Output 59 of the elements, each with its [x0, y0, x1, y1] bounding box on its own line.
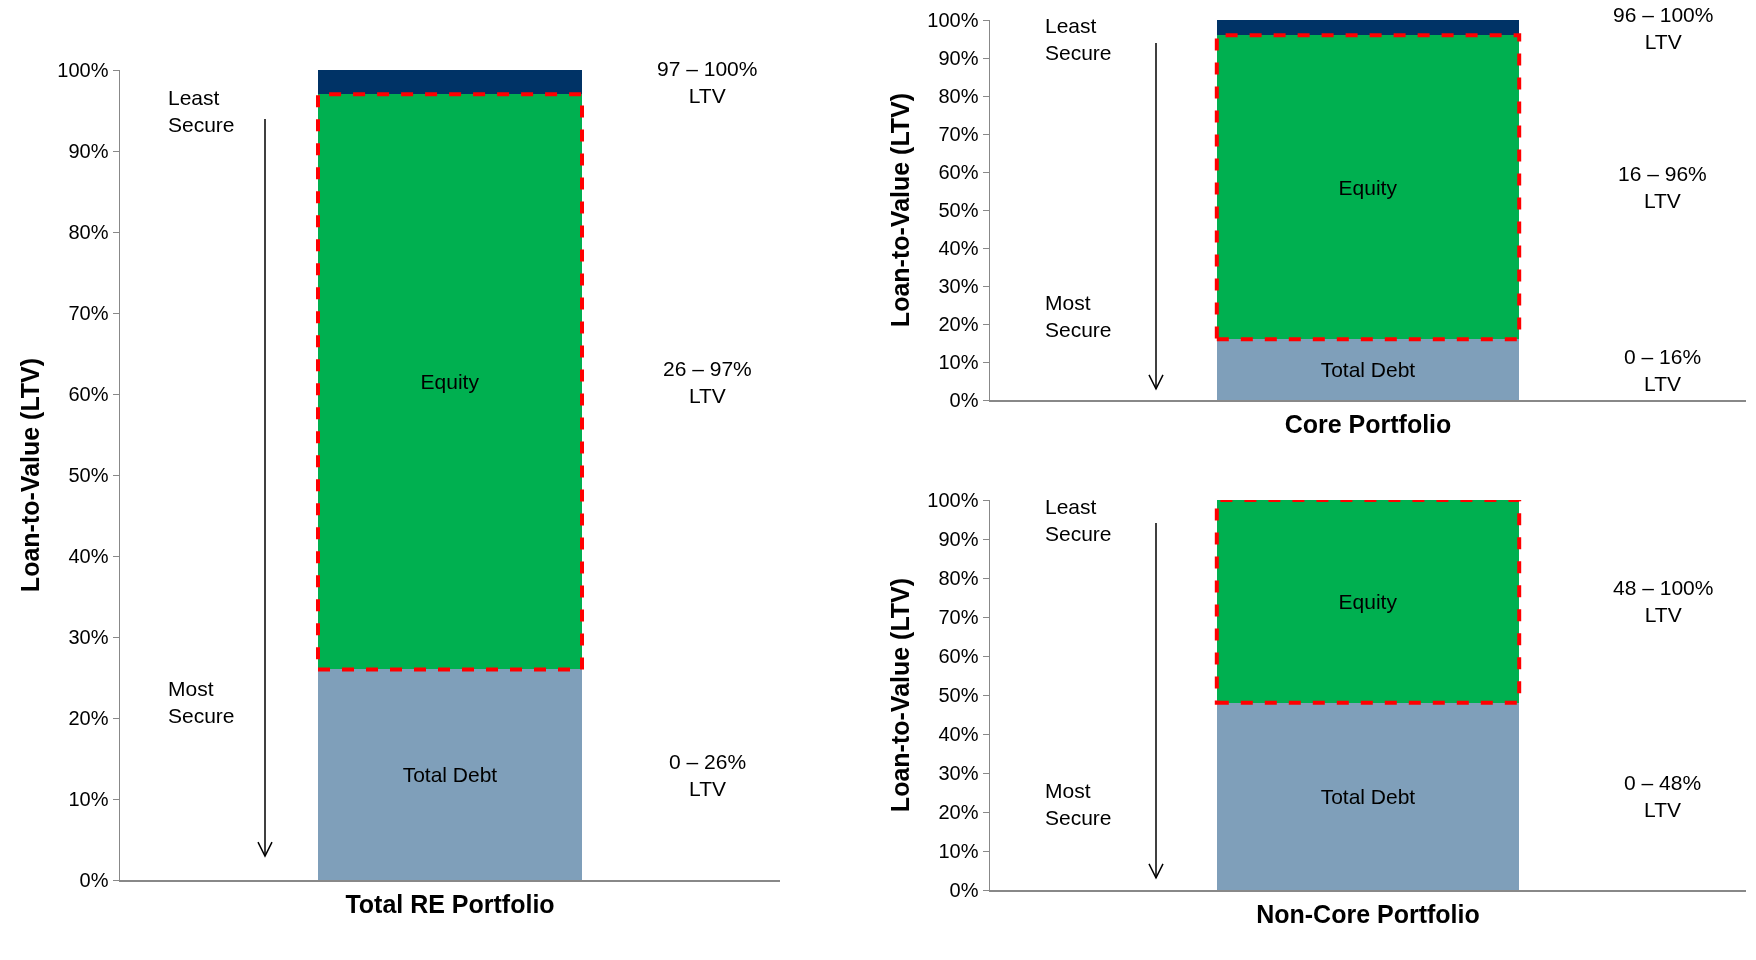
y-tick-label: 40% [938, 237, 979, 259]
series-label: Equity [1338, 589, 1398, 613]
y-tick-label: 0% [949, 389, 979, 411]
y-tick-label: 100% [927, 9, 979, 31]
y-tick-label: 80% [68, 221, 109, 243]
y-tick-label: 80% [938, 85, 979, 107]
y-tick-label: 70% [68, 302, 109, 324]
annotation: 96 – 100% LTV [1613, 3, 1714, 54]
annotation: 0 – 16% LTV [1624, 345, 1702, 396]
y-tick-label: 50% [68, 464, 109, 486]
x-axis-title: Non-Core Portfolio [1256, 900, 1480, 929]
annotation: Least Secure [168, 86, 235, 137]
y-tick-label: 40% [68, 545, 109, 567]
y-tick-label: 10% [68, 788, 109, 810]
annotation: 0 – 26% LTV [669, 750, 747, 801]
y-tick-label: 0% [949, 879, 979, 901]
y-tick-label: 40% [938, 723, 979, 745]
series-label: Total Debt [1320, 784, 1416, 808]
y-tick-label: 20% [68, 707, 109, 729]
y-tick-label: 50% [938, 684, 979, 706]
y-tick-label: 70% [938, 123, 979, 145]
y-tick-label: 0% [79, 869, 109, 891]
y-tick-label: 90% [68, 140, 109, 162]
y-tick-label: 30% [68, 626, 109, 648]
y-axis-title: Loan-to-Value (LTV) [886, 577, 915, 813]
y-tick-label: 60% [68, 383, 109, 405]
annotation: 97 – 100% LTV [657, 57, 758, 108]
y-tick-label: 30% [938, 762, 979, 784]
x-axis-title: Core Portfolio [1284, 410, 1452, 439]
annotation: Most Secure [1045, 291, 1112, 342]
y-tick-label: 10% [938, 840, 979, 862]
y-tick-label: 10% [938, 351, 979, 373]
x-axis-title: Total RE Portfolio [345, 890, 555, 919]
y-tick-label: 60% [938, 161, 979, 183]
annotation: 0 – 48% LTV [1624, 771, 1702, 822]
y-tick-label: 100% [927, 489, 979, 511]
annotation: Most Secure [1045, 779, 1112, 830]
annotation: 26 – 97% LTV [663, 357, 752, 408]
annotation: 16 – 96% LTV [1618, 162, 1707, 213]
series-label: Equity [1338, 175, 1398, 199]
series-label: Total Debt [402, 763, 498, 787]
series-label: Total Debt [1320, 358, 1416, 382]
annotation: Most Secure [168, 677, 235, 728]
annotation: 48 – 100% LTV [1613, 576, 1714, 627]
y-tick-label: 20% [938, 801, 979, 823]
y-tick-label: 60% [938, 645, 979, 667]
y-axis-title: Loan-to-Value (LTV) [886, 92, 915, 328]
y-tick-label: 100% [57, 59, 109, 81]
y-tick-label: 20% [938, 313, 979, 335]
annotation: Least Secure [1045, 495, 1112, 546]
y-tick-label: 90% [938, 47, 979, 69]
annotation: Least Secure [1045, 14, 1112, 65]
y-tick-label: 80% [938, 567, 979, 589]
series-label: Equity [420, 370, 480, 394]
y-tick-label: 90% [938, 528, 979, 550]
y-tick-label: 70% [938, 606, 979, 628]
y-tick-label: 30% [938, 275, 979, 297]
y-tick-label: 50% [938, 199, 979, 221]
y-axis-title: Loan-to-Value (LTV) [16, 357, 45, 593]
